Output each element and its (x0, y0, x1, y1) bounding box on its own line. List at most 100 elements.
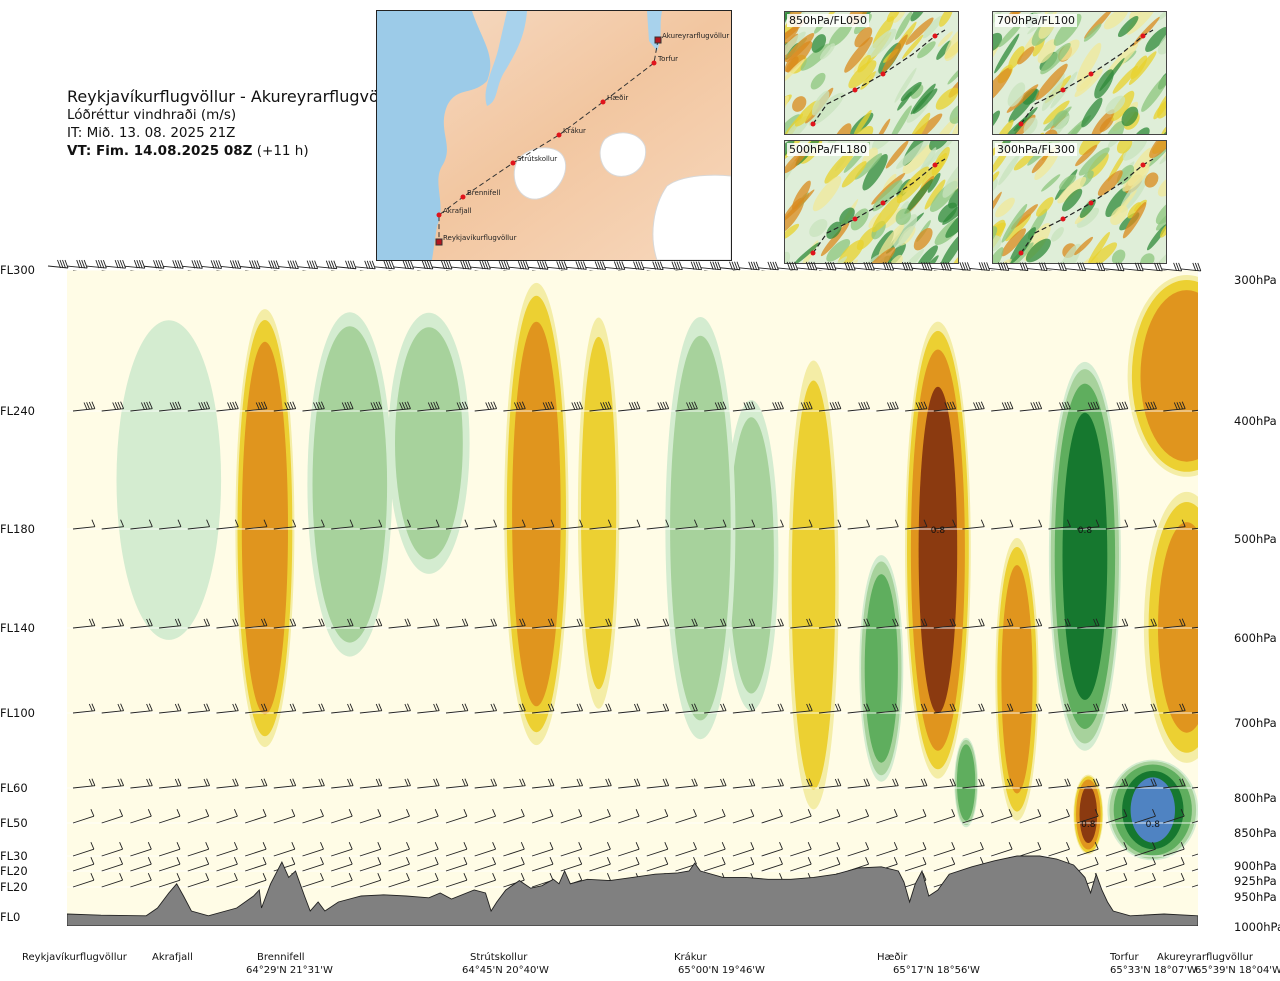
mini-0-streak-36 (922, 15, 943, 39)
wind-barb-925-9 (331, 857, 353, 872)
mini-1-streak-15 (1022, 88, 1040, 105)
wind-barb-800-27 (847, 778, 871, 789)
route-map[interactable]: Akureyrarflugvöllur Torfur Hæðir Krákur Strú… (376, 10, 732, 261)
wind-barb-400-13 (445, 401, 469, 412)
wind-barb-600-28 (876, 618, 899, 629)
mini-1-streak-68 (1145, 26, 1166, 52)
mini-map-700[interactable]: 700hPa/FL100 (992, 11, 1167, 135)
wind-barb-300-3 (159, 270, 164, 271)
mini-1-streak-85 (1008, 46, 1025, 70)
wind-barb-700-1 (101, 703, 125, 714)
top-barb-33 (681, 261, 703, 271)
mini-map-850-svg (785, 12, 958, 134)
coord-strutskollur: 64°45'N 20°40'W (462, 965, 549, 976)
top-barb-46 (931, 262, 952, 271)
top-barb-59 (1180, 262, 1202, 272)
wind-barb-900-24 (761, 842, 783, 857)
pressure-tick-6: 850hPa (1234, 826, 1277, 840)
wind-barb-850-25 (790, 809, 812, 824)
mini-2-streak-5 (902, 144, 932, 175)
wind-barb-600-33 (1019, 618, 1043, 629)
wind-barb-850-32 (991, 809, 1013, 824)
mini-2-streak-47 (845, 259, 859, 263)
mini-map-300[interactable]: 300hPa/FL300 (992, 140, 1167, 264)
wind-barb-800-23 (732, 778, 756, 789)
wind-barb-925-3 (158, 857, 181, 872)
wind-barb-400-34 (1048, 401, 1071, 412)
mini-map-850[interactable]: 850hPa/FL050 (784, 11, 959, 135)
mini-3-streak-58 (1116, 164, 1135, 185)
wind-barb-800-0 (72, 778, 96, 789)
mini-3-streak-60 (1034, 150, 1059, 181)
wind-barb-400-0 (72, 401, 96, 412)
wind-barb-850-7 (273, 809, 296, 824)
mini-0-streak-26 (844, 36, 873, 73)
wind-barb-500-39 (1191, 527, 1198, 530)
wind-barb-800-35 (1077, 778, 1100, 789)
mini-0-streak-17 (937, 31, 953, 47)
top-barb-29 (604, 261, 626, 270)
wind-barb-700-25 (790, 703, 813, 714)
mini-3-streak-38 (1075, 144, 1098, 167)
top-barb-36 (739, 261, 760, 271)
location-reykjavikurflugvollur: Reykjavíkurflugvöllur (22, 951, 128, 963)
wind-barb-600-20 (646, 618, 670, 629)
wind-barb-700-0 (72, 703, 96, 714)
mini-3-streak-63 (1155, 198, 1166, 225)
mini-3-streak-52 (996, 258, 1012, 263)
mini-2-streak-0 (862, 153, 888, 191)
mini-map-500[interactable]: 500hPa/FL180 (784, 140, 959, 264)
wind-barb-400-22 (704, 401, 727, 412)
velocity-band-15-3 (1079, 786, 1098, 843)
top-barb-11 (259, 260, 280, 269)
mini-2-streak-50 (826, 256, 848, 263)
wind-barb-800-19 (618, 778, 641, 789)
wind-barb-700-15 (503, 703, 526, 714)
mini-3-streak-55 (1159, 147, 1166, 165)
wind-barb-400-28 (876, 401, 899, 412)
mini-2-streak-82 (942, 193, 958, 225)
mini-map-300-label: 300hPa/FL300 (995, 143, 1078, 156)
wind-barb-800-24 (761, 778, 784, 789)
top-barb-6 (163, 260, 184, 269)
mini-1-streak-78 (994, 33, 1020, 74)
mini-3-streak-78 (1146, 252, 1166, 263)
wind-barb-500-25 (790, 519, 813, 530)
wind-barb-850-0 (72, 809, 95, 824)
wind-barb-600-19 (618, 618, 641, 629)
mini-3-streak-18 (1089, 242, 1118, 263)
flight-level-axis: FL300FL240FL180FL140FL100FL60FL50FL30FL2… (0, 263, 35, 924)
wind-barb-500-20 (646, 519, 670, 530)
mini-1-streak-81 (1121, 106, 1139, 127)
mini-0-wp-0 (810, 121, 816, 127)
wind-barb-925-36 (1105, 857, 1128, 872)
mini-2-streak-88 (785, 189, 815, 222)
wind-barb-600-30 (933, 618, 957, 629)
wind-barb-600-34 (1048, 618, 1071, 629)
top-barb-16 (355, 260, 376, 270)
wind-barb-400-23 (732, 401, 756, 412)
top-barb-39 (796, 261, 818, 271)
wind-barb-800-14 (474, 778, 498, 789)
wind-barb-500-19 (618, 519, 641, 530)
waypoint-marker-krakur (556, 132, 562, 138)
velocity-band-5-1 (791, 380, 836, 790)
wind-barb-400-1 (101, 401, 125, 412)
mini-3-streak-56 (1127, 202, 1142, 219)
mini-0-streak-83 (917, 41, 936, 59)
velocity-band-2-1 (728, 417, 774, 694)
wind-barb-500-30 (933, 519, 957, 530)
fjord (485, 11, 527, 106)
velocity-band-1-1 (395, 327, 463, 560)
mini-2-streak-11 (924, 179, 946, 210)
top-barb-31 (643, 261, 664, 270)
mini-map-850-label: 850hPa/FL050 (787, 14, 870, 27)
wind-barb-700-20 (646, 703, 670, 714)
sea-west (377, 11, 491, 260)
top-barb-23 (489, 260, 511, 270)
wind-barb-925-16 (531, 857, 554, 872)
wind-barb-900-2 (130, 842, 152, 857)
top-barb-24 (508, 261, 530, 270)
wind-barb-800-25 (790, 778, 813, 789)
wind-barb-925-37 (1134, 857, 1156, 872)
